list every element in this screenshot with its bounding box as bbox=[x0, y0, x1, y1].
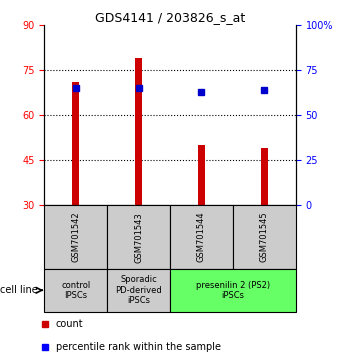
Text: presenilin 2 (PS2)
iPSCs: presenilin 2 (PS2) iPSCs bbox=[196, 281, 270, 300]
Text: Sporadic
PD-derived
iPSCs: Sporadic PD-derived iPSCs bbox=[115, 275, 162, 305]
Text: GSM701545: GSM701545 bbox=[260, 212, 269, 263]
Text: percentile rank within the sample: percentile rank within the sample bbox=[56, 342, 221, 353]
Bar bbox=[107, 269, 170, 312]
Bar bbox=[72, 82, 80, 205]
Title: GDS4141 / 203826_s_at: GDS4141 / 203826_s_at bbox=[95, 11, 245, 24]
Text: cell line: cell line bbox=[0, 285, 37, 295]
Bar bbox=[198, 145, 205, 205]
Bar bbox=[170, 205, 233, 269]
Bar bbox=[44, 205, 107, 269]
Bar bbox=[44, 269, 107, 312]
Text: control
IPSCs: control IPSCs bbox=[61, 281, 90, 300]
Text: GSM701543: GSM701543 bbox=[134, 212, 143, 263]
Bar bbox=[260, 148, 268, 205]
Bar bbox=[170, 269, 296, 312]
Bar bbox=[107, 205, 170, 269]
Bar bbox=[233, 205, 296, 269]
Bar bbox=[135, 58, 142, 205]
Text: count: count bbox=[56, 319, 84, 330]
Text: GSM701542: GSM701542 bbox=[71, 212, 80, 263]
Text: GSM701544: GSM701544 bbox=[197, 212, 206, 263]
